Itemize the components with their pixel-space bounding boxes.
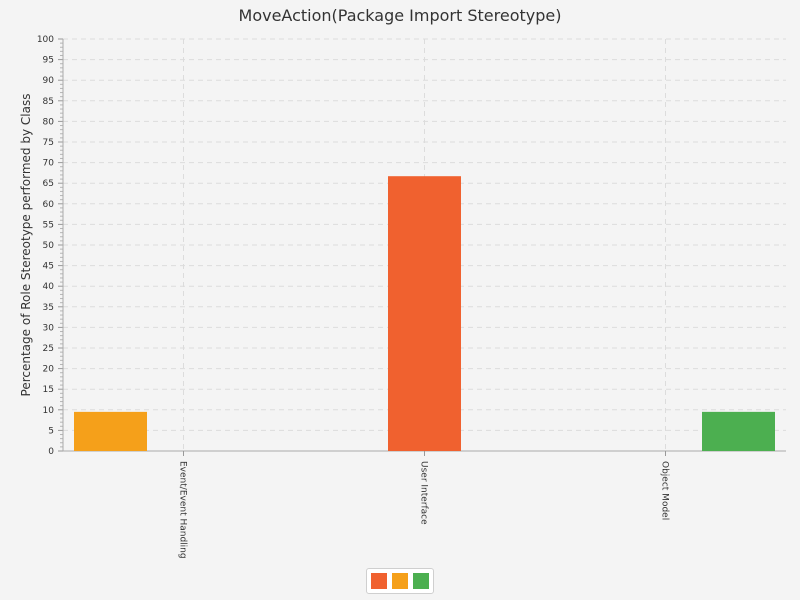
y-tick-label: 85 xyxy=(43,97,54,107)
legend xyxy=(366,568,434,594)
y-tick-label: 25 xyxy=(43,344,54,354)
y-tick-label: 45 xyxy=(43,262,54,272)
y-tick-label: 20 xyxy=(43,365,55,375)
x-tick-label: Object Model xyxy=(660,461,670,520)
y-tick-label: 65 xyxy=(43,179,54,189)
y-tick-label: 60 xyxy=(43,200,55,210)
y-tick-label: 0 xyxy=(48,447,54,457)
bar xyxy=(74,411,147,451)
x-tick-label: Event/Event Handling xyxy=(178,461,188,559)
x-tick-label: User Interface xyxy=(419,461,429,525)
y-tick-label: 10 xyxy=(43,406,55,416)
y-tick-label: 55 xyxy=(43,220,54,230)
legend-swatch xyxy=(371,573,387,589)
y-tick-label: 35 xyxy=(43,303,54,313)
y-tick-label: 15 xyxy=(43,385,54,395)
y-tick-label: 90 xyxy=(43,76,55,86)
y-tick-label: 30 xyxy=(43,323,55,333)
legend-swatch xyxy=(413,573,429,589)
y-tick-label: 50 xyxy=(43,241,55,251)
y-tick-label: 40 xyxy=(43,282,55,292)
y-tick-label: 70 xyxy=(43,159,55,169)
legend-swatch xyxy=(392,573,408,589)
y-tick-label: 100 xyxy=(37,35,54,45)
y-tick-label: 5 xyxy=(48,426,54,436)
bar xyxy=(702,411,775,451)
bar xyxy=(388,176,461,452)
chart-title: MoveAction(Package Import Stereotype) xyxy=(238,6,562,25)
y-tick-label: 95 xyxy=(43,56,54,66)
y-axis-title: Percentage of Role Stereotype performed … xyxy=(19,94,33,397)
y-tick-label: 75 xyxy=(43,138,54,148)
y-tick-label: 80 xyxy=(43,117,55,127)
